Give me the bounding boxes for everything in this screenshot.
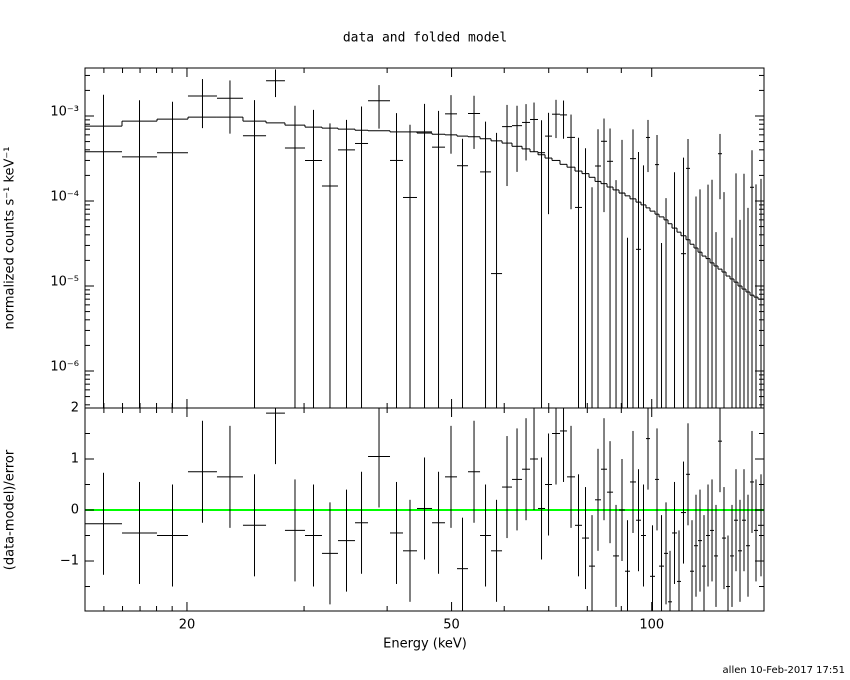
y-axis-label: normalized counts s⁻¹ keV⁻¹ [3, 147, 18, 330]
y-tick-label: 10⁻⁵ [50, 274, 79, 289]
x-tick-label: 100 [639, 618, 664, 633]
y-tick-label: 1 [71, 452, 79, 467]
y-axis-label: (data-model)/error [3, 449, 18, 570]
y-tick-label: 10⁻⁴ [50, 189, 79, 204]
chart-title: data and folded model [343, 31, 507, 46]
x-tick-label: 50 [443, 618, 460, 633]
footer: allen 10-Feb-2017 17:51 [723, 665, 845, 676]
residual-plot [85, 408, 764, 611]
y-tick-label: −1 [60, 554, 79, 569]
y-tick-label: 10⁻³ [50, 104, 79, 119]
y-tick-label: 0 [71, 503, 79, 518]
x-tick-label: 20 [179, 618, 196, 633]
spectrum-plot [85, 69, 764, 408]
y-tick-label: 10⁻⁶ [50, 359, 79, 374]
x-axis-label: Energy (keV) [383, 637, 467, 652]
y-tick-label: 2 [71, 401, 79, 416]
plot-frame [84, 407, 765, 612]
